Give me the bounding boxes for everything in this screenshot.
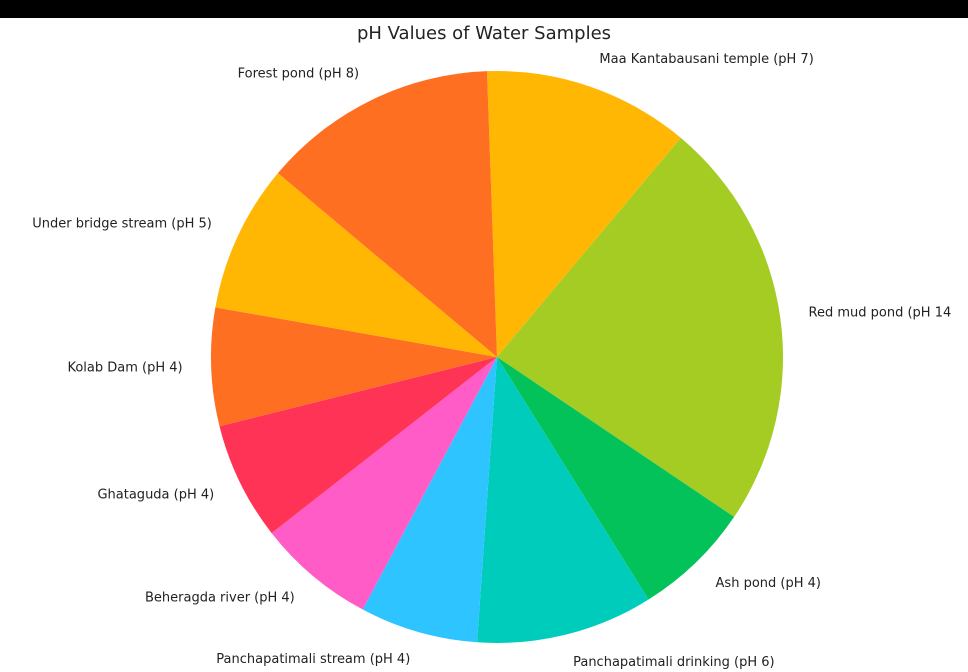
slice-label: Forest pond (pH 8) — [238, 67, 359, 82]
pie-slice — [271, 357, 497, 610]
pie-slice — [497, 357, 735, 600]
slice-label: Panchapatimali stream (pH 4) — [216, 652, 410, 667]
slice-label: Ash pond (pH 4) — [716, 576, 821, 591]
slice-label: Panchapatimali drinking (pH 6) — [573, 655, 775, 670]
pie-slice — [487, 71, 681, 357]
slice-label: Maa Kantabausani temple (pH 7) — [599, 52, 813, 67]
top-bar — [0, 0, 968, 18]
pie-slice — [277, 71, 497, 357]
chart-title: pH Values of Water Samples — [357, 23, 611, 44]
pie-slice — [219, 357, 497, 534]
pie-slice — [211, 307, 498, 427]
pie-slice — [497, 137, 783, 517]
slice-label: Kolab Dam (pH 4) — [67, 360, 182, 375]
slice-label: Under bridge stream (pH 5) — [32, 217, 212, 232]
slice-label: Ghataguda (pH 4) — [97, 487, 214, 502]
pie-slice — [362, 357, 497, 643]
slice-label: Red mud pond (pH 14 — [809, 306, 952, 321]
pie-slice — [215, 173, 498, 357]
slice-label: Beheragda river (pH 4) — [145, 590, 295, 605]
pie-slice — [477, 357, 649, 643]
